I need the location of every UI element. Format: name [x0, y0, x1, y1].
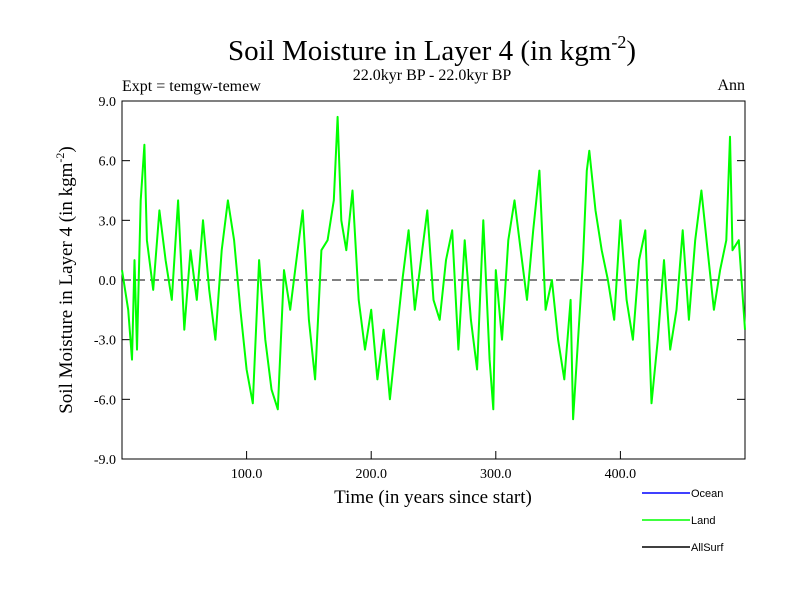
y-axis-label-text: Soil Moisture in Layer 4 (in kgm [56, 162, 77, 413]
y-tick-label: -9.0 [94, 453, 116, 468]
y-tick-label: 0.0 [99, 274, 117, 289]
x-tick-label: 100.0 [231, 467, 263, 482]
legend-label-allsurf: AllSurf [691, 542, 724, 554]
y-tick-label: 9.0 [99, 95, 117, 110]
x-axis-label: Time (in years since start) [334, 487, 532, 508]
x-tick-label: 400.0 [605, 467, 637, 482]
x-tick-label: 300.0 [480, 467, 512, 482]
legend-label-land: Land [691, 515, 715, 527]
y-axis-label-sup: -2 [53, 153, 67, 163]
chart-title-sup: -2 [611, 32, 626, 52]
chart-title-close: ) [626, 35, 636, 67]
chart-title: Soil Moisture in Layer 4 (in kgm-2) [228, 32, 636, 67]
y-axis: -9.0 -6.0 -3.0 0.0 3.0 6.0 9.0 [94, 95, 745, 468]
y-tick-label: -3.0 [94, 334, 116, 349]
legend: Ocean Land AllSurf [642, 488, 724, 554]
subtitle: 22.0kyr BP - 22.0kyr BP [353, 67, 512, 84]
right-label: Ann [717, 77, 745, 94]
legend-label-ocean: Ocean [691, 488, 723, 500]
y-tick-label: 6.0 [99, 155, 117, 170]
x-axis: 100.0 200.0 300.0 400.0 [231, 451, 636, 482]
y-axis-label-close: ) [56, 146, 77, 152]
x-tick-label: 200.0 [355, 467, 387, 482]
y-tick-label: 3.0 [99, 214, 117, 229]
series-group [121, 115, 746, 421]
y-axis-label: Soil Moisture in Layer 4 (in kgm-2) [53, 146, 77, 414]
chart-title-text: Soil Moisture in Layer 4 (in kgm [228, 35, 612, 67]
series-line-land [121, 115, 746, 421]
y-tick-label: -6.0 [94, 393, 116, 408]
left-label: Expt = temgw-temew [122, 78, 261, 95]
